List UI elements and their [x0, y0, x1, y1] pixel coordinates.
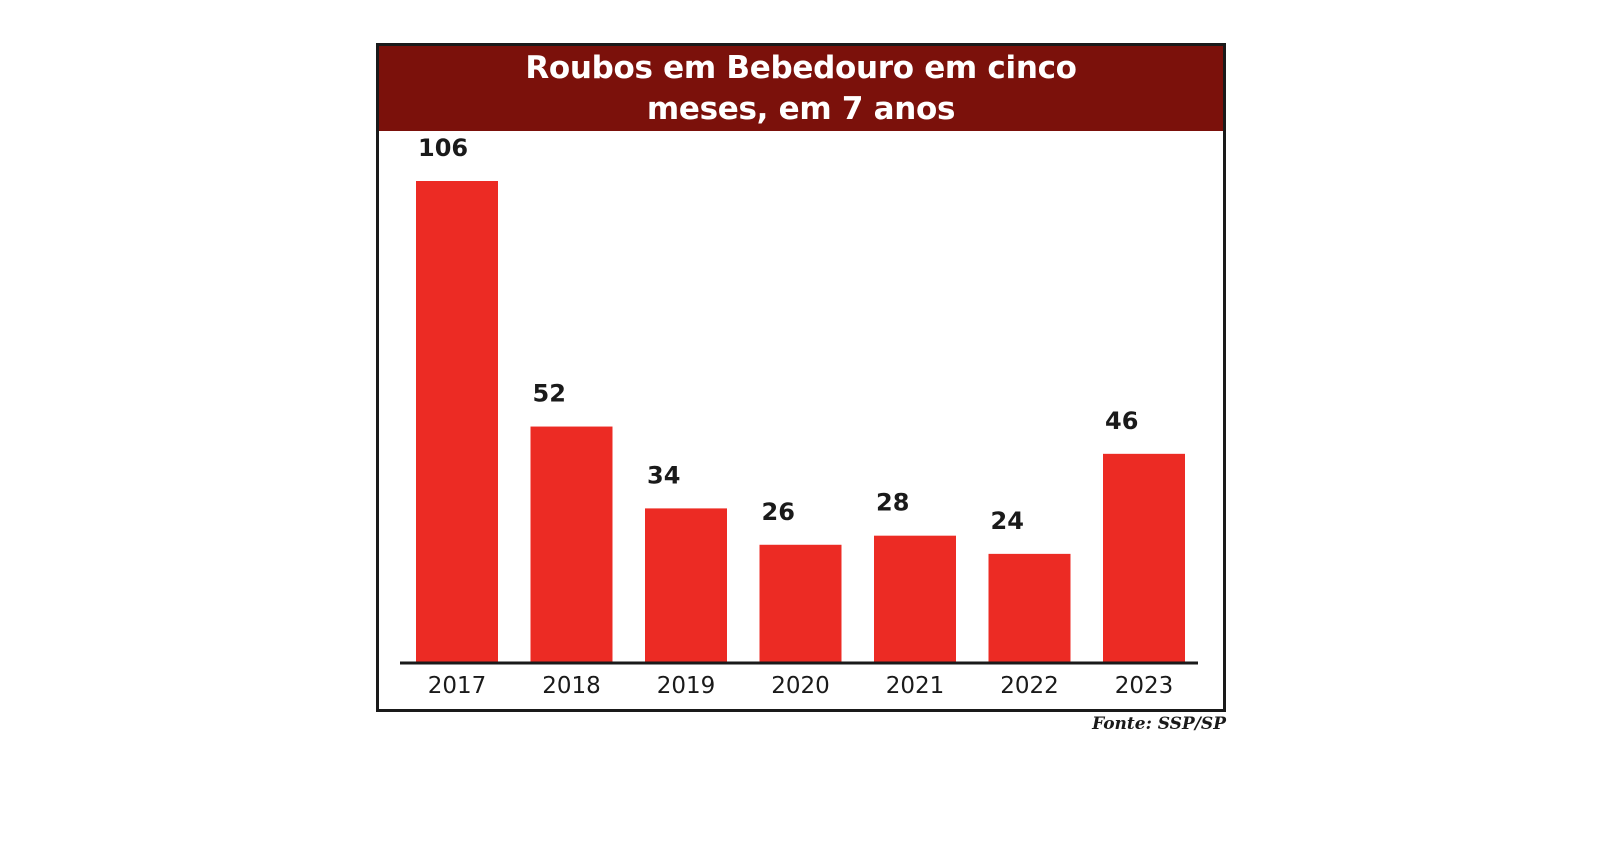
- value-label-2019: 34: [647, 461, 680, 489]
- x-tick-label-2019: 2019: [657, 673, 716, 699]
- tick-labels-group: 2017 2018 2019 2020 2021 2022 2023: [428, 673, 1174, 699]
- bar-2019: [645, 508, 727, 663]
- value-labels-group: 106 52 34 26 28 24 46: [418, 134, 1138, 535]
- value-label-2023: 46: [1105, 407, 1138, 435]
- bar-2017: [416, 181, 498, 663]
- x-tick-label-2023: 2023: [1115, 673, 1174, 699]
- value-label-2021: 28: [876, 489, 909, 517]
- value-label-2017: 106: [418, 134, 468, 162]
- x-tick-label-2020: 2020: [771, 673, 830, 699]
- value-label-2018: 52: [533, 380, 566, 408]
- source-note: Fonte: SSP/SP: [1092, 714, 1226, 734]
- title-banner: Roubos em Bebedouro em cinco meses, em 7…: [379, 46, 1223, 131]
- bar-2023: [1103, 453, 1185, 663]
- bar-2022: [988, 553, 1071, 663]
- bar-2021: [874, 535, 956, 663]
- x-tick-label-2022: 2022: [1000, 673, 1059, 699]
- value-label-2022: 24: [991, 507, 1024, 535]
- bar-2018: [530, 426, 613, 663]
- x-tick-label-2018: 2018: [542, 673, 601, 699]
- value-label-2020: 26: [762, 498, 795, 526]
- bar-2020: [759, 544, 842, 663]
- x-tick-label-2017: 2017: [428, 673, 487, 699]
- x-tick-label-2021: 2021: [886, 673, 945, 699]
- bars-group: [416, 181, 1185, 663]
- chart-title: Roubos em Bebedouro em cinco meses, em 7…: [525, 49, 1077, 127]
